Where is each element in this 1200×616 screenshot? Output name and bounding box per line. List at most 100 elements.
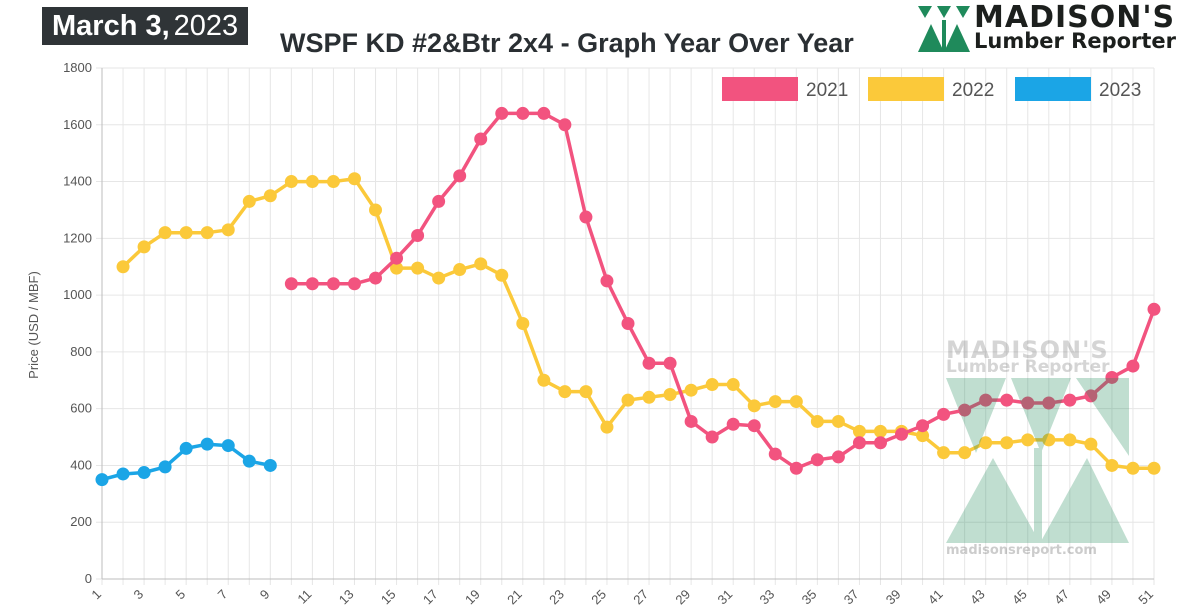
data-point-2021[interactable]	[684, 414, 698, 428]
data-point-2021[interactable]	[390, 251, 404, 265]
data-point-2022[interactable]	[200, 226, 214, 240]
data-point-2021[interactable]	[1000, 393, 1014, 407]
data-point-2021[interactable]	[621, 317, 635, 330]
data-point-2021[interactable]	[537, 106, 551, 120]
data-point-2023[interactable]	[179, 441, 193, 455]
data-point-2022[interactable]	[663, 387, 677, 401]
data-point-2021[interactable]	[516, 106, 530, 120]
data-point-2022[interactable]	[1084, 437, 1098, 451]
data-point-2021[interactable]	[600, 274, 614, 288]
data-point-2021[interactable]	[579, 210, 593, 224]
data-point-2022[interactable]	[916, 429, 930, 443]
data-point-2022[interactable]	[221, 223, 235, 237]
data-point-2021[interactable]	[347, 277, 361, 291]
data-point-2021[interactable]	[895, 427, 909, 441]
data-point-2022[interactable]	[558, 385, 572, 399]
data-point-2022[interactable]	[979, 436, 993, 450]
data-point-2022[interactable]	[873, 424, 887, 438]
data-point-2021[interactable]	[558, 118, 572, 132]
data-point-2022[interactable]	[621, 393, 635, 407]
data-point-2021[interactable]	[1021, 396, 1035, 410]
data-point-2022[interactable]	[179, 226, 193, 240]
data-point-2021[interactable]	[642, 356, 656, 370]
data-point-2021[interactable]	[958, 403, 972, 417]
legend-item-2023[interactable]: 2023	[1015, 77, 1141, 101]
data-point-2021[interactable]	[726, 417, 740, 431]
data-point-2022[interactable]	[284, 175, 298, 189]
data-point-2023[interactable]	[116, 467, 130, 481]
data-point-2021[interactable]	[326, 277, 340, 291]
data-point-2022[interactable]	[642, 390, 656, 404]
data-point-2022[interactable]	[1042, 433, 1056, 447]
data-point-2022[interactable]	[411, 261, 425, 275]
data-point-2021[interactable]	[916, 419, 930, 433]
data-point-2021[interactable]	[474, 132, 488, 146]
data-point-2023[interactable]	[242, 454, 256, 468]
data-point-2021[interactable]	[305, 277, 319, 291]
data-point-2022[interactable]	[432, 271, 446, 285]
data-point-2021[interactable]	[705, 430, 719, 444]
data-point-2022[interactable]	[453, 263, 467, 277]
data-point-2021[interactable]	[453, 169, 467, 183]
legend-item-2022[interactable]: 2022	[868, 77, 994, 101]
data-point-2022[interactable]	[390, 261, 404, 275]
data-point-2023[interactable]	[158, 460, 172, 474]
data-point-2022[interactable]	[747, 399, 761, 413]
data-point-2021[interactable]	[1126, 359, 1140, 373]
data-point-2021[interactable]	[789, 461, 803, 475]
data-point-2021[interactable]	[1042, 396, 1056, 410]
data-point-2021[interactable]	[873, 436, 887, 450]
data-point-2021[interactable]	[979, 393, 993, 407]
data-point-2022[interactable]	[1021, 433, 1035, 447]
data-point-2022[interactable]	[958, 446, 972, 460]
data-point-2022[interactable]	[684, 383, 698, 397]
data-point-2022[interactable]	[516, 317, 530, 330]
data-point-2022[interactable]	[1063, 433, 1077, 447]
data-point-2022[interactable]	[579, 385, 593, 399]
data-point-2021[interactable]	[1147, 302, 1161, 316]
data-point-2022[interactable]	[705, 378, 719, 392]
data-point-2023[interactable]	[200, 437, 214, 451]
legend-item-2021[interactable]: 2021	[722, 77, 848, 101]
data-point-2022[interactable]	[369, 203, 383, 217]
data-point-2023[interactable]	[263, 458, 277, 472]
data-point-2021[interactable]	[831, 450, 845, 464]
data-point-2021[interactable]	[495, 106, 509, 120]
data-point-2023[interactable]	[137, 466, 151, 480]
data-point-2022[interactable]	[768, 395, 782, 409]
data-point-2021[interactable]	[432, 194, 446, 208]
data-point-2022[interactable]	[474, 257, 488, 271]
data-point-2022[interactable]	[810, 414, 824, 428]
data-point-2022[interactable]	[537, 373, 551, 387]
data-point-2021[interactable]	[1105, 370, 1119, 384]
data-point-2022[interactable]	[495, 268, 509, 282]
data-point-2021[interactable]	[663, 356, 677, 370]
data-point-2023[interactable]	[95, 473, 109, 487]
data-point-2022[interactable]	[831, 414, 845, 428]
data-point-2021[interactable]	[369, 271, 383, 285]
data-point-2021[interactable]	[1084, 389, 1098, 403]
data-point-2022[interactable]	[137, 240, 151, 254]
data-point-2022[interactable]	[852, 424, 866, 438]
data-point-2022[interactable]	[600, 420, 614, 434]
data-point-2022[interactable]	[305, 175, 319, 189]
data-point-2021[interactable]	[284, 277, 298, 291]
data-point-2022[interactable]	[1147, 461, 1161, 475]
data-point-2022[interactable]	[789, 395, 803, 409]
data-point-2021[interactable]	[411, 228, 425, 242]
data-point-2021[interactable]	[810, 453, 824, 467]
data-point-2022[interactable]	[937, 446, 951, 460]
data-point-2022[interactable]	[263, 189, 277, 203]
data-point-2021[interactable]	[852, 436, 866, 450]
data-point-2023[interactable]	[221, 439, 235, 453]
data-point-2022[interactable]	[116, 260, 130, 274]
data-point-2021[interactable]	[1063, 393, 1077, 407]
data-point-2022[interactable]	[242, 194, 256, 208]
data-point-2022[interactable]	[726, 378, 740, 392]
data-point-2022[interactable]	[326, 175, 340, 189]
data-point-2021[interactable]	[768, 447, 782, 461]
data-point-2022[interactable]	[347, 172, 361, 186]
data-point-2021[interactable]	[747, 419, 761, 433]
data-point-2022[interactable]	[158, 226, 172, 240]
data-point-2022[interactable]	[1000, 436, 1014, 450]
